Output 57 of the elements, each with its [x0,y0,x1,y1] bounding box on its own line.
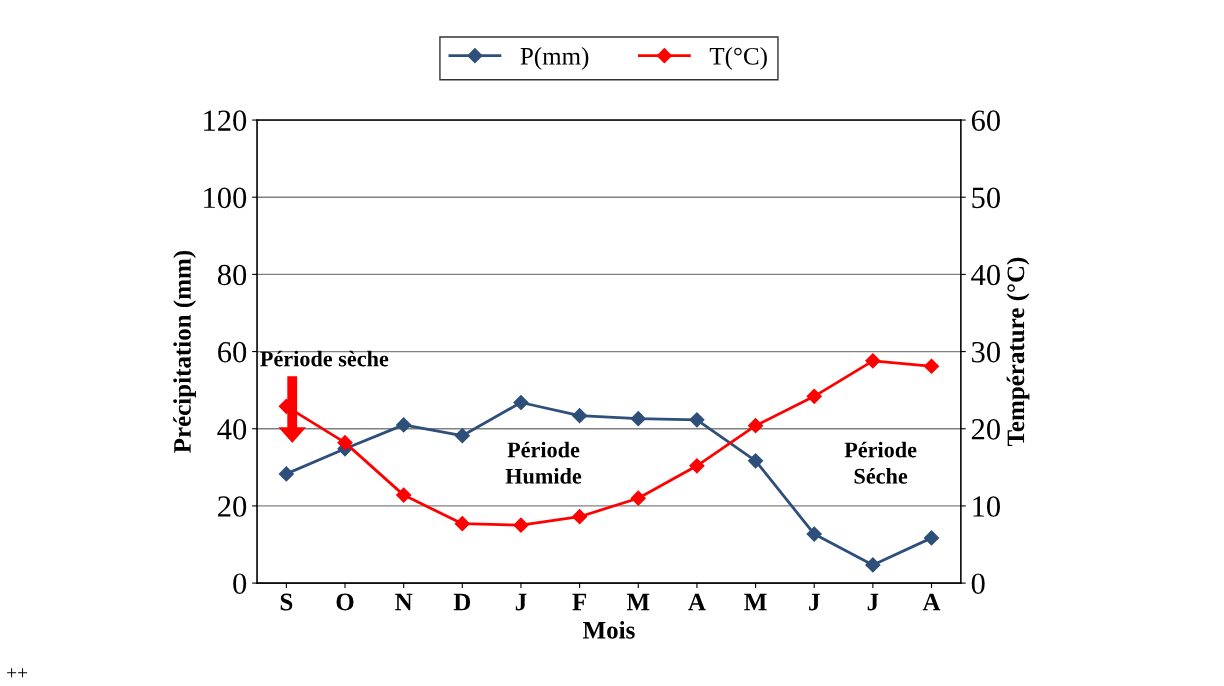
y2-tick-label: 50 [972,187,1000,209]
point [572,509,588,525]
y2-tick-label: 0 [971,573,985,594]
point [865,353,881,369]
point [806,388,822,404]
point [630,411,646,427]
x-axis-title: Mois [582,621,635,639]
point [278,466,294,482]
point [513,517,529,533]
point [689,458,705,474]
point [572,408,588,424]
point [806,526,822,542]
point [689,412,705,428]
y2-axis-title: Température (°C) [1006,257,1030,447]
point [396,417,412,433]
y2-tick-label: 40 [971,264,1000,286]
annotation: Période Séche [844,441,917,484]
y2-tick-label: 30 [972,341,1000,363]
x-tick-label: M [744,593,767,611]
point [630,490,646,506]
y-tick-label: 40 [217,419,247,440]
x-tick-label: S [280,593,293,611]
point [865,557,881,573]
y-tick-label: 20 [218,496,247,517]
x-tick-label: J [809,593,820,611]
x-tick-label: J [515,593,527,611]
x-tick-label: F [572,593,587,611]
point [337,435,353,451]
y2-tick-label: 20 [971,419,1000,440]
point [454,516,470,532]
x-tick-label: J [867,593,879,611]
y-axis-title: Précipitation (mm) [173,250,196,453]
point [747,453,764,469]
x-tick-label: A [688,593,706,611]
y-tick-label: 60 [218,341,247,363]
y-tick-label: 120 [204,110,247,131]
x-tick-label: N [395,593,413,611]
x-tick-label: M [626,593,650,611]
y-tick-label: 0 [233,573,247,594]
point [747,418,764,434]
annotation: Période sèche [260,350,389,367]
point [923,530,940,546]
y2-tick-label: 10 [973,496,1000,517]
point [923,358,940,374]
legend-label: T(°C) [709,47,767,70]
point [396,487,412,503]
y2-tick-label: 60 [971,110,1000,131]
text: ++ [7,668,28,678]
point [513,394,529,411]
x-tick-label: D [453,593,471,611]
legend-label: P(mm) [520,47,589,70]
annotation: Période Humide [505,441,582,484]
y-tick-label: 80 [217,264,247,286]
y-tick-label: 100 [204,187,247,209]
x-tick-label: O [336,593,354,611]
x-tick-label: A [922,593,941,611]
point [454,428,470,444]
